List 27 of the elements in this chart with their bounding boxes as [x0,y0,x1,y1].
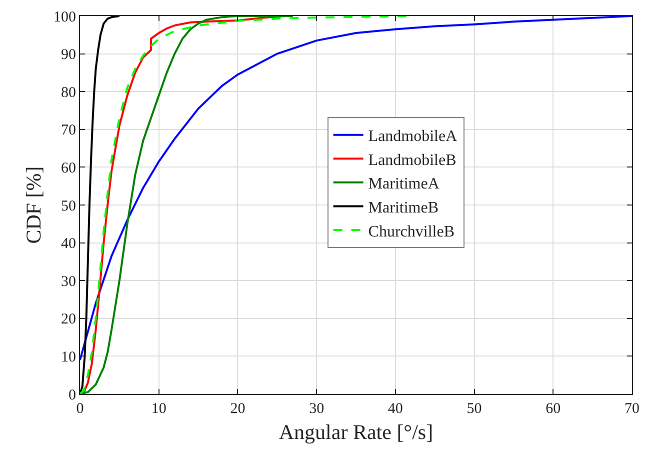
y-tick-label: 10 [61,349,76,366]
x-tick-label: 70 [624,401,640,417]
legend-label: LandmobileA [368,128,458,146]
legend-label: MaritimeB [368,199,439,216]
y-tick-label: 60 [61,160,76,176]
x-tick-label: 20 [230,401,246,417]
legend-label: MaritimeA [368,176,440,193]
y-axis-title: CDF [%] [22,166,46,244]
y-tick-label: 20 [61,312,76,328]
x-tick-label: 30 [309,401,324,417]
y-tick-label: 100 [54,9,76,26]
x-tick-label: 10 [151,401,166,417]
y-tick-label: 40 [61,236,76,252]
x-tick-label: 50 [466,401,482,417]
y-tick-label: 50 [61,198,76,214]
y-tick-label: 90 [61,47,76,64]
x-tick-label: 40 [388,401,403,417]
y-tick-label: 70 [61,122,76,139]
line-series [80,16,632,361]
y-tick-label: 30 [61,274,76,290]
x-tick-label: 60 [546,401,561,417]
x-axis-title: Angular Rate [°/s] [278,420,434,444]
legend-label: ChurchvilleB [368,223,455,240]
line-series [80,16,120,394]
y-tick-label: 80 [61,84,76,101]
y-tick-label: 0 [68,387,76,404]
legend-label: LandmobileB [368,152,456,169]
